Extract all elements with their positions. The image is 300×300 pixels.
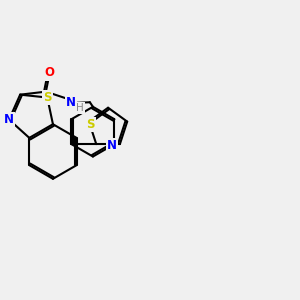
Text: S: S — [86, 118, 95, 131]
Text: N: N — [66, 96, 76, 109]
Text: O: O — [44, 66, 54, 79]
Text: N: N — [4, 113, 14, 126]
Text: N: N — [107, 139, 117, 152]
Text: H: H — [76, 103, 84, 113]
Text: S: S — [43, 91, 52, 104]
